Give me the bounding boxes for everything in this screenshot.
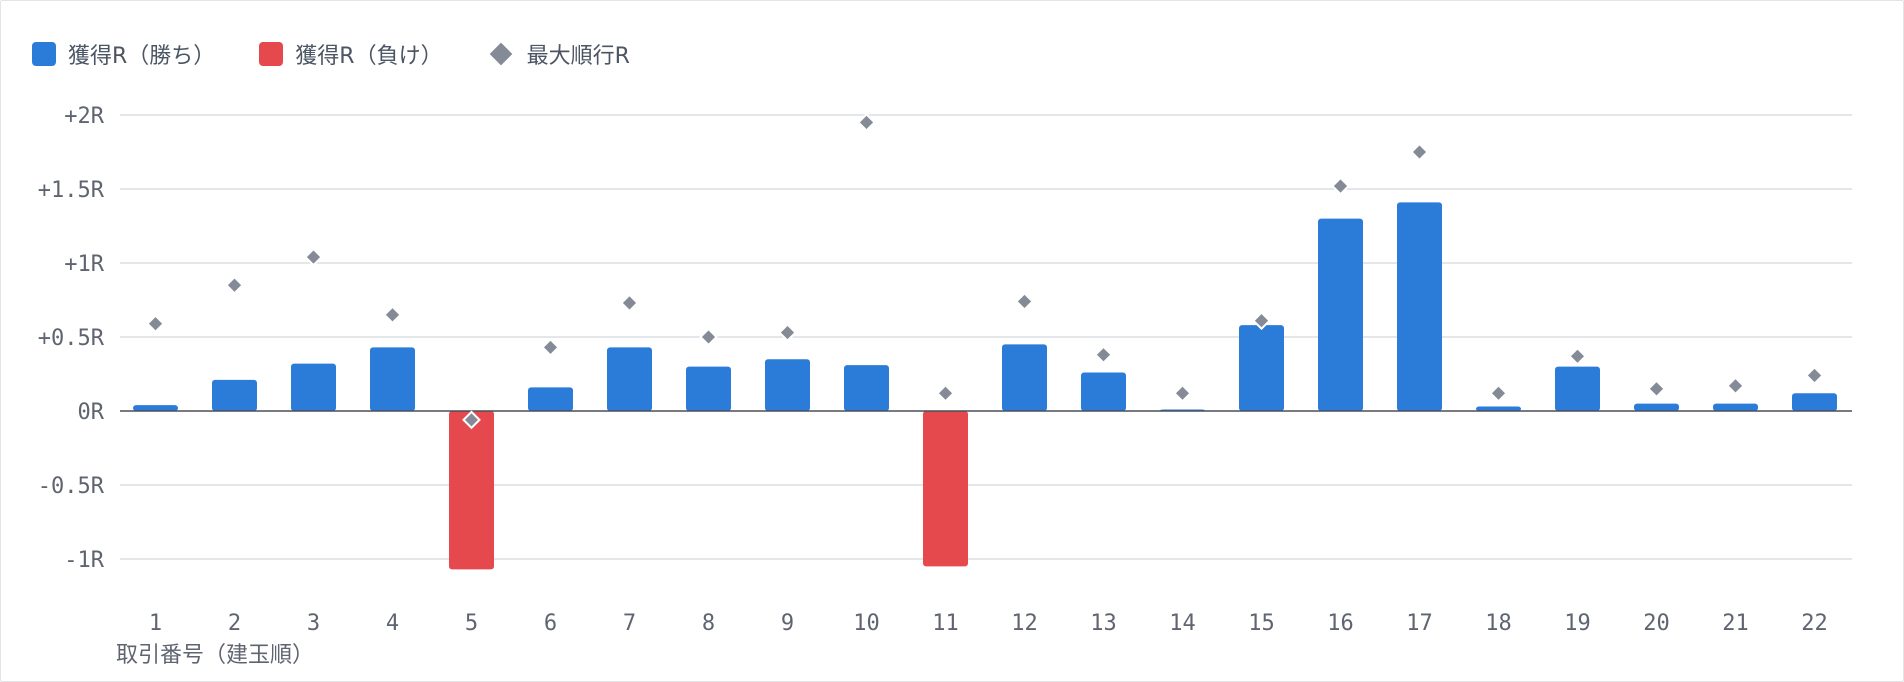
x-tick-label: 5 — [465, 611, 478, 636]
legend-label-win: 獲得R（勝ち） — [68, 44, 216, 69]
bar-win[interactable] — [1318, 218, 1363, 411]
bar-win[interactable] — [1239, 325, 1284, 411]
legend: 獲得R（勝ち） 獲得R（負け） 最大順行R — [32, 38, 674, 70]
bar-win[interactable] — [844, 365, 889, 411]
x-tick-label: 3 — [307, 611, 320, 636]
max-favorable-marker[interactable] — [304, 247, 323, 267]
bar-win[interactable] — [133, 405, 178, 411]
max-favorable-marker[interactable] — [1568, 346, 1587, 366]
max-favorable-marker[interactable] — [620, 293, 639, 313]
x-tick-label: 6 — [544, 611, 557, 636]
max-favorable-marker[interactable] — [225, 275, 244, 295]
x-tick-label: 16 — [1327, 611, 1354, 636]
legend-item-loss[interactable]: 獲得R（負け） — [259, 38, 443, 70]
max-favorable-marker[interactable] — [1015, 292, 1034, 311]
bar-win[interactable] — [1476, 406, 1521, 411]
max-favorable-marker[interactable] — [1489, 383, 1508, 403]
y-tick-label: -0.5R — [38, 474, 105, 499]
x-tick-label: 20 — [1643, 611, 1670, 636]
bar-win[interactable] — [291, 363, 336, 411]
legend-item-max-favorable[interactable]: 最大順行R — [487, 38, 630, 70]
max-favorable-marker[interactable] — [462, 410, 481, 430]
max-favorable-marker[interactable] — [1410, 142, 1429, 162]
bar-win[interactable] — [528, 387, 573, 411]
bar-win[interactable] — [607, 347, 652, 411]
y-axis-ticks: +2R +1.5R +1R +0.5R 0R -0.5R -1R — [38, 104, 105, 573]
bar-win[interactable] — [1634, 403, 1679, 411]
bars — [133, 202, 1837, 570]
legend-swatch-loss — [259, 42, 284, 66]
max-favorable-marker[interactable] — [1252, 311, 1271, 331]
max-favorable-marker[interactable] — [1726, 376, 1745, 396]
max-favorable-marker[interactable] — [936, 383, 955, 403]
max-favorable-marker[interactable] — [383, 305, 402, 325]
legend-label-max-favorable: 最大順行R — [526, 44, 630, 69]
bar-win[interactable] — [765, 359, 810, 411]
x-axis-ticks: 1 2 3 4 5 6 7 8 9 10 11 12 13 14 15 16 17 18 19 20 21 22 — [149, 611, 1828, 636]
max-favorable-marker[interactable] — [1331, 176, 1350, 196]
x-axis-label: 取引番号（建玉順） — [116, 643, 314, 668]
max-favorable-marker[interactable] — [1173, 383, 1192, 403]
max-favorable-marker[interactable] — [699, 327, 718, 347]
x-tick-label: 13 — [1090, 611, 1117, 636]
x-tick-label: 8 — [702, 611, 715, 636]
x-tick-label: 15 — [1248, 611, 1275, 636]
bar-win[interactable] — [212, 379, 257, 411]
y-tick-label: +0.5R — [38, 326, 105, 351]
max-favorable-marker[interactable] — [857, 112, 876, 132]
max-favorable-marker[interactable] — [541, 337, 560, 357]
x-tick-label: 9 — [781, 611, 794, 636]
y-tick-label: 0R — [78, 400, 105, 425]
y-tick-label: +1R — [64, 252, 104, 277]
x-tick-label: 2 — [228, 611, 241, 636]
y-tick-label: +2R — [64, 104, 104, 129]
bar-win[interactable] — [1397, 202, 1442, 411]
bar-loss[interactable] — [923, 411, 968, 567]
x-tick-label: 18 — [1485, 611, 1512, 636]
bar-win[interactable] — [1555, 366, 1600, 411]
grid-lines — [120, 114, 1852, 560]
bar-win[interactable] — [1792, 393, 1837, 411]
y-tick-label: -1R — [64, 548, 104, 573]
legend-item-win[interactable]: 獲得R（勝ち） — [32, 38, 215, 70]
max-favorable-marker[interactable] — [778, 323, 797, 342]
max-favorable-marker[interactable] — [146, 314, 165, 334]
y-tick-label: +1.5R — [38, 178, 105, 203]
x-tick-label: 22 — [1801, 611, 1828, 636]
max-favorable-marker[interactable] — [1647, 379, 1666, 399]
max-favorable-marker[interactable] — [1094, 345, 1113, 365]
x-tick-label: 1 — [149, 611, 162, 636]
x-tick-label: 19 — [1564, 611, 1591, 636]
bar-win[interactable] — [370, 347, 415, 411]
x-tick-label: 14 — [1169, 611, 1196, 636]
max-favorable-marker[interactable] — [1805, 366, 1824, 385]
legend-label-loss: 獲得R（負け） — [295, 44, 443, 69]
bar-win[interactable] — [1081, 372, 1126, 411]
x-tick-label: 10 — [853, 611, 880, 636]
max-favorable-markers — [146, 112, 1824, 430]
x-tick-label: 21 — [1722, 611, 1749, 636]
x-tick-label: 7 — [623, 611, 636, 636]
x-tick-label: 12 — [1011, 611, 1038, 636]
x-tick-label: 11 — [932, 611, 959, 636]
bar-loss[interactable] — [449, 411, 494, 570]
x-tick-label: 4 — [386, 611, 399, 636]
bar-win[interactable] — [1002, 344, 1047, 411]
bar-win[interactable] — [1713, 403, 1758, 411]
legend-swatch-win — [32, 42, 56, 66]
x-tick-label: 17 — [1406, 611, 1433, 636]
bar-win[interactable] — [686, 366, 731, 411]
